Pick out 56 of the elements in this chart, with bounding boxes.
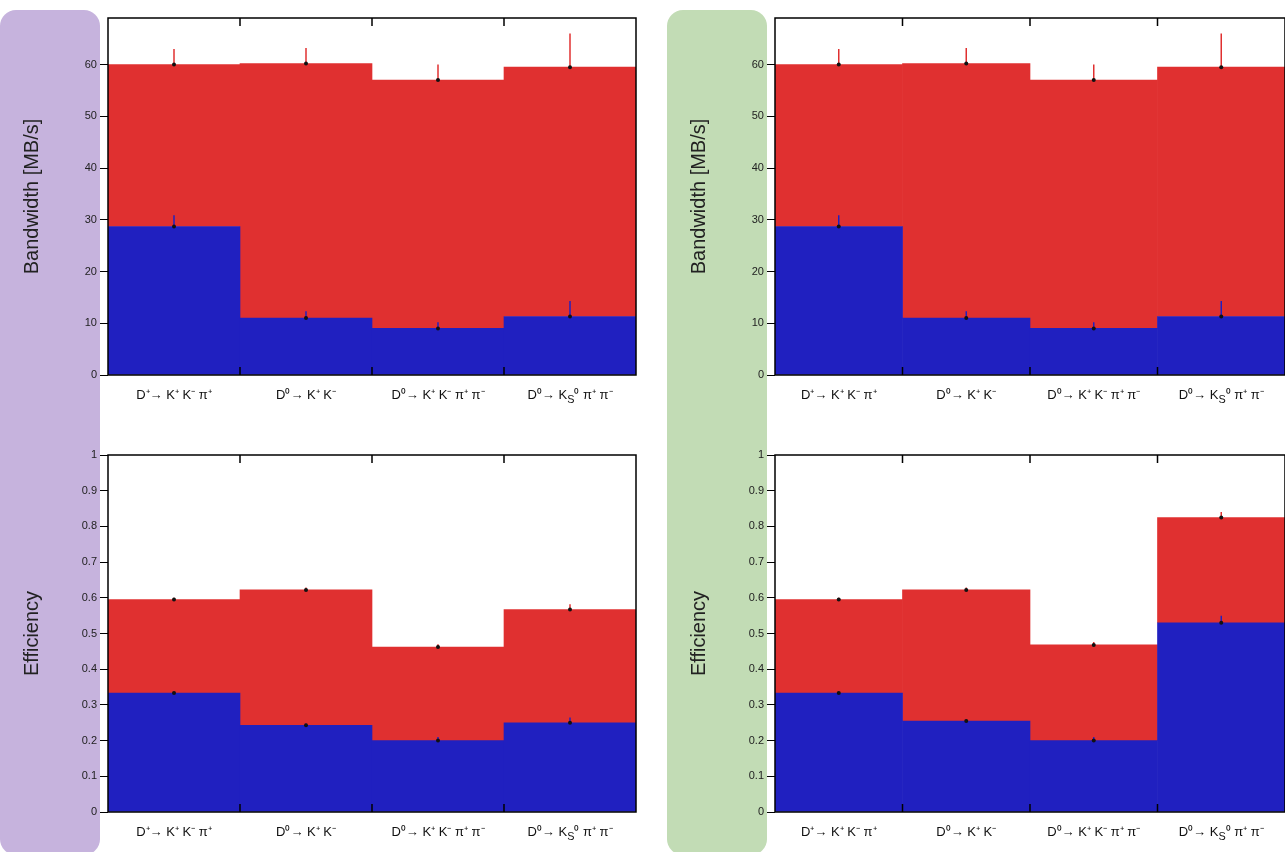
y-tick-label: 30	[751, 212, 764, 225]
y-axis-title: Efficiency	[686, 590, 709, 677]
y-tick-label: 0.5	[748, 626, 764, 639]
x-tick-label: D⁰→ K⁺ K⁻	[936, 386, 997, 403]
y-tick-label: 0.6	[748, 590, 764, 603]
y-tick-label: 0.3	[81, 697, 97, 710]
y-tick-label: 60	[84, 57, 97, 70]
y-tick-label: 0.8	[748, 519, 764, 532]
y-tick-label: 1	[757, 448, 764, 461]
x-tick-label: D⁰→ K$_{S}$⁰ π⁺ π⁻	[527, 823, 613, 842]
y-tick-label: 0.1	[81, 769, 97, 782]
x-tick-label: D⁰→ K$_{S}$⁰ π⁺ π⁻	[527, 386, 613, 405]
y-tick-label: 1	[90, 448, 97, 461]
y-axis-title: Bandwidth [MB/s]	[686, 118, 709, 275]
y-tick-label: 0	[757, 368, 764, 381]
x-tick-label: D⁰→ K⁺ K⁻	[276, 386, 336, 403]
x-tick-label: D⁺→ K⁺ K⁻ π⁺	[136, 823, 212, 840]
y-tick-label: 0	[757, 805, 764, 818]
y-axis-title: Bandwidth [MB/s]	[19, 118, 42, 275]
y-tick-label: 40	[84, 161, 97, 174]
y-tick-label: 50	[751, 109, 764, 122]
y-tick-label: 0.9	[81, 483, 97, 496]
x-tick-label: D⁰→ K⁺ K⁻	[936, 823, 997, 840]
x-tick-label: D⁰→ K⁺ K⁻ π⁺ π⁻	[391, 823, 485, 840]
y-tick-label: 0.1	[748, 769, 764, 782]
y-tick-label: 0.2	[748, 733, 764, 746]
y-tick-label: 0.7	[81, 555, 97, 568]
x-tick-label: D⁰→ K⁺ K⁻ π⁺ π⁻	[1047, 823, 1141, 840]
x-tick-label: D⁰→ K$_{S}$⁰ π⁺ π⁻	[1178, 823, 1264, 842]
y-tick-label: 10	[751, 316, 764, 329]
y-tick-label: 10	[84, 316, 97, 329]
y-tick-label: 60	[751, 57, 764, 70]
x-tick-label: D⁺→ K⁺ K⁻ π⁺	[136, 386, 212, 403]
y-tick-label: 0.3	[748, 697, 764, 710]
y-tick-label: 0.2	[81, 733, 97, 746]
y-tick-label: 50	[84, 109, 97, 122]
x-tick-label: D⁰→ K⁺ K⁻	[276, 823, 336, 840]
y-tick-label: 20	[751, 264, 764, 277]
x-tick-label: D⁺→ K⁺ K⁻ π⁺	[800, 823, 877, 840]
y-tick-label: 0	[90, 805, 97, 818]
y-axis-title: Efficiency	[19, 590, 42, 677]
y-tick-label: 0.4	[81, 662, 97, 675]
y-tick-label: 0.4	[748, 662, 764, 675]
y-tick-label: 0.9	[748, 483, 764, 496]
y-tick-label: 0	[90, 368, 97, 381]
y-tick-label: 20	[84, 264, 97, 277]
x-tick-label: D⁰→ K⁺ K⁻ π⁺ π⁻	[1047, 386, 1141, 403]
y-tick-label: 0.6	[81, 590, 97, 603]
y-tick-label: 40	[751, 161, 764, 174]
x-tick-label: D⁰→ K⁺ K⁻ π⁺ π⁻	[391, 386, 485, 403]
y-tick-label: 0.8	[81, 519, 97, 532]
y-tick-label: 0.7	[748, 555, 764, 568]
x-tick-label: D⁰→ K$_{S}$⁰ π⁺ π⁻	[1178, 386, 1264, 405]
y-tick-label: 30	[84, 212, 97, 225]
x-tick-label: D⁺→ K⁺ K⁻ π⁺	[800, 386, 877, 403]
y-tick-label: 0.5	[81, 626, 97, 639]
